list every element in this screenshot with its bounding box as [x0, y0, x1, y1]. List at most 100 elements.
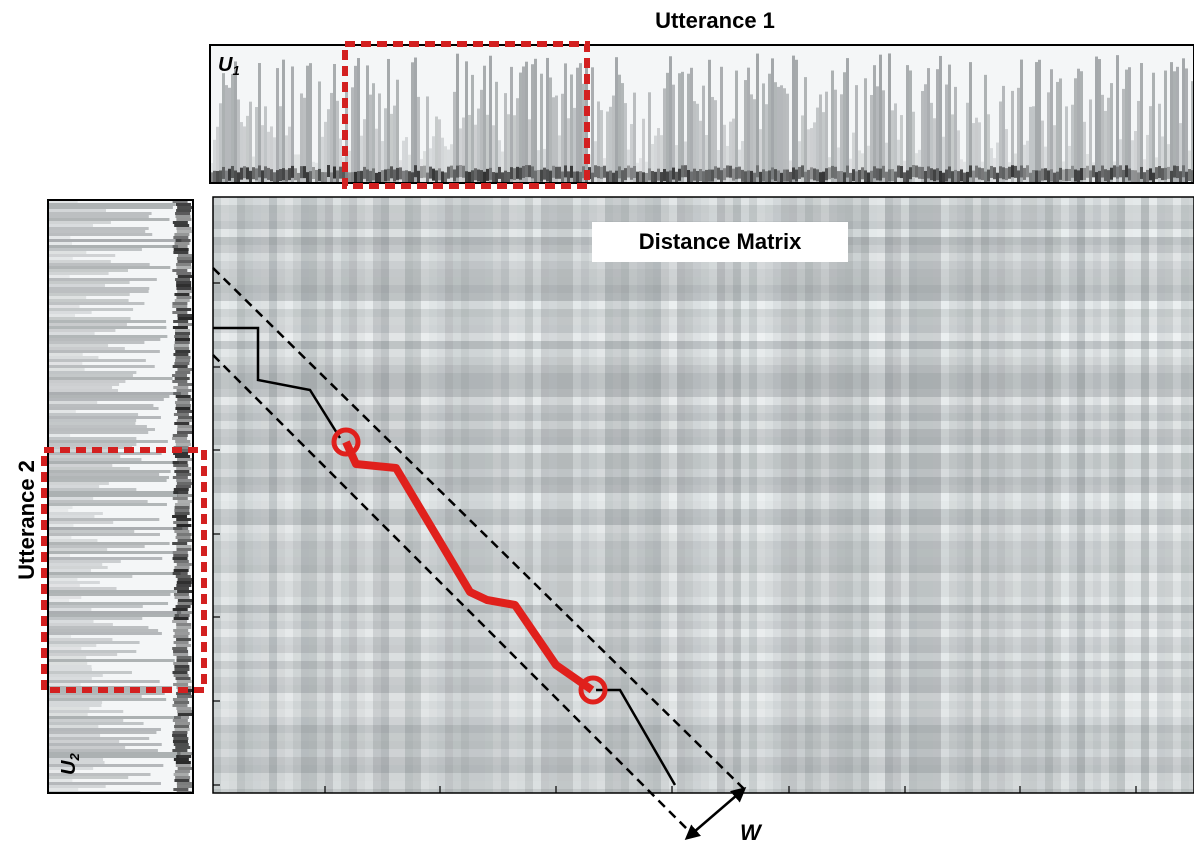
spec-formant — [852, 169, 855, 182]
spec-formant — [906, 170, 909, 183]
spec-column — [390, 113, 393, 183]
spec-formant — [1131, 170, 1134, 183]
spec-formant — [174, 512, 190, 515]
spec-formant — [174, 293, 190, 296]
spec-formant — [444, 172, 447, 183]
spec-formant — [173, 386, 189, 389]
spec-formant — [426, 172, 429, 183]
spec-column — [837, 147, 840, 183]
spec-row — [48, 284, 105, 287]
spec-column — [561, 93, 564, 183]
spec-formant — [882, 165, 885, 178]
spec-column — [1047, 92, 1050, 183]
spec-formant — [173, 641, 189, 644]
spec-column — [744, 80, 747, 183]
spec-formant — [174, 503, 190, 506]
spec-row — [48, 395, 170, 398]
spec-formant — [666, 171, 669, 183]
spec-column — [351, 87, 354, 183]
matrix-row — [213, 341, 1194, 349]
matrix-row — [213, 469, 1194, 477]
spec-row — [48, 746, 126, 749]
spec-formant — [176, 266, 192, 269]
matrix-column — [981, 197, 989, 793]
spec-formant — [1080, 168, 1083, 181]
matrix-column — [1189, 197, 1194, 793]
spec-column — [906, 65, 909, 183]
spec-row — [48, 722, 144, 725]
spec-column — [570, 74, 573, 183]
spec-formant — [966, 171, 969, 183]
spec-formant — [432, 168, 435, 181]
spec-column — [801, 115, 804, 183]
spec-formant — [837, 171, 840, 183]
matrix-column — [453, 197, 461, 793]
spec-column — [546, 57, 549, 183]
spec-formant — [1056, 171, 1059, 183]
spec-formant — [537, 170, 540, 183]
spec-column — [843, 72, 846, 183]
matrix-row — [213, 773, 1194, 781]
matrix-row — [213, 477, 1194, 485]
spec-row — [48, 383, 120, 386]
spec-column — [840, 94, 843, 183]
spec-formant — [711, 169, 714, 182]
spec-formant — [948, 166, 951, 179]
spec-column — [420, 158, 423, 183]
spec-formant — [175, 356, 191, 359]
spec-formant — [282, 168, 285, 181]
spec-formant — [175, 215, 191, 218]
spec-column — [669, 56, 672, 183]
spec-formant — [486, 168, 489, 181]
matrix-row — [213, 693, 1194, 701]
matrix-column — [413, 197, 421, 793]
spec-column — [708, 59, 711, 183]
spec-formant — [172, 620, 188, 623]
spec-formant — [176, 518, 192, 521]
spec-column — [678, 73, 681, 183]
matrix-row — [213, 589, 1194, 597]
spec-column — [1098, 59, 1101, 183]
spec-formant — [172, 704, 188, 707]
spec-formant — [177, 260, 193, 263]
spec-row — [48, 260, 111, 263]
spec-column — [501, 151, 504, 183]
spec-formant — [177, 254, 193, 257]
spec-column — [1032, 106, 1035, 183]
matrix-column — [637, 197, 645, 793]
spec-formant — [441, 171, 444, 183]
matrix-row — [213, 741, 1194, 749]
matrix-column — [717, 197, 725, 793]
spec-row — [48, 686, 173, 689]
spec-row — [48, 650, 137, 653]
spec-column — [423, 151, 426, 183]
spec-column — [480, 89, 483, 183]
spec-formant — [747, 170, 750, 183]
spec-column — [363, 119, 366, 183]
spec-formant — [639, 171, 642, 183]
spec-row — [48, 479, 167, 482]
spec-column — [927, 68, 930, 183]
spec-column — [555, 95, 558, 183]
matrix-column — [517, 197, 525, 793]
spec-formant — [176, 230, 192, 233]
side-label-subscript: 2 — [67, 753, 82, 762]
spec-formant — [1158, 166, 1161, 179]
spec-formant — [228, 168, 231, 181]
spec-column — [834, 89, 837, 183]
spec-formant — [174, 341, 190, 344]
spec-formant — [1164, 167, 1167, 180]
matrix-row — [213, 661, 1194, 669]
spec-formant — [759, 171, 762, 183]
spec-column — [579, 63, 582, 183]
matrix-row — [213, 509, 1194, 517]
matrix-column — [861, 197, 869, 793]
spec-formant — [267, 167, 270, 180]
spec-row — [48, 590, 177, 593]
spec-column — [945, 84, 948, 183]
spec-formant — [354, 171, 357, 183]
spec-column — [324, 121, 327, 183]
spec-formant — [807, 169, 810, 182]
spec-row — [48, 548, 108, 551]
matrix-column — [949, 197, 957, 793]
